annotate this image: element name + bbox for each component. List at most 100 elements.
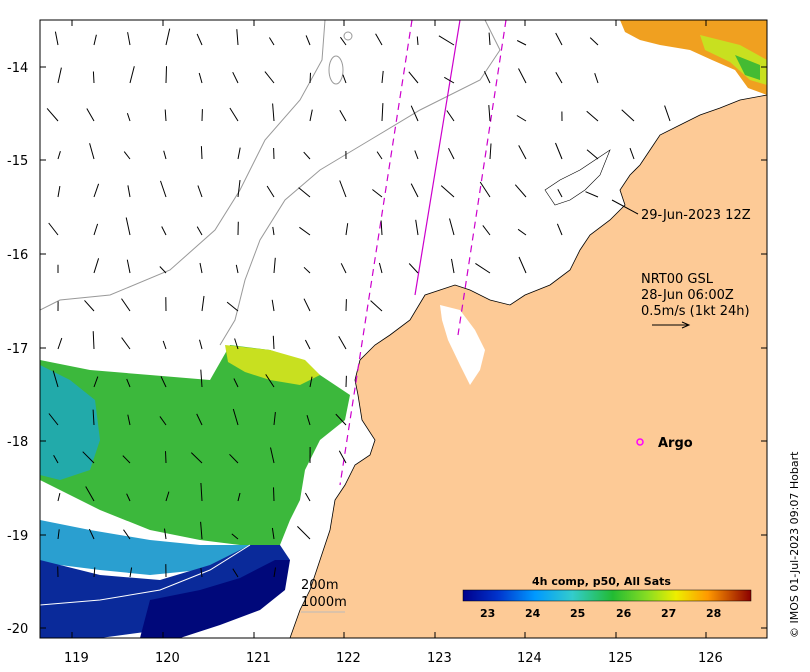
colorbar-tick: 28 <box>706 607 721 620</box>
current-vector <box>339 180 347 198</box>
current-vector <box>449 218 455 236</box>
current-vector <box>304 492 311 502</box>
lon-label: 122 <box>336 651 361 666</box>
current-vector <box>345 223 349 236</box>
current-vector <box>555 71 563 84</box>
current-vector <box>232 408 239 426</box>
current-vector <box>165 451 167 464</box>
current-vector <box>273 412 276 426</box>
current-vector <box>232 71 239 84</box>
current-vector <box>589 37 599 46</box>
current-vector <box>273 567 276 578</box>
current-vector <box>516 40 527 46</box>
colorbar-tick: 24 <box>525 607 541 620</box>
current-vector <box>235 264 239 274</box>
current-vector <box>198 72 203 84</box>
current-vector <box>488 32 491 46</box>
current-vector <box>303 298 311 312</box>
vector-source: NRT00 GSL <box>641 272 714 287</box>
current-vector <box>482 225 491 236</box>
current-vector <box>53 455 59 464</box>
current-vector <box>234 338 239 350</box>
current-vector <box>266 185 275 198</box>
current-vector <box>339 36 347 46</box>
current-vector <box>309 72 311 84</box>
scale-arrow <box>652 321 691 329</box>
current-vector <box>272 335 275 350</box>
current-vector <box>125 217 131 236</box>
colorbar-tick: 26 <box>616 607 632 620</box>
plot-frame <box>39 19 768 639</box>
current-vector <box>200 521 203 540</box>
current-vector <box>309 109 313 122</box>
current-vector <box>518 145 527 160</box>
current-vector <box>271 527 275 540</box>
current-vector <box>129 567 133 578</box>
lon-label: 121 <box>246 651 271 666</box>
current-vector <box>272 103 275 122</box>
current-vector <box>54 31 59 46</box>
colorbar-title: 4h comp, p50, All Sats <box>532 575 671 588</box>
current-vector <box>408 71 419 84</box>
colorbar-tick: 23 <box>480 607 495 620</box>
sst-patch-blue <box>40 545 290 638</box>
sst-patch-navy <box>140 560 290 638</box>
current-vector <box>159 416 167 426</box>
current-vector <box>516 115 527 122</box>
lon-label: 120 <box>155 651 180 666</box>
current-vector <box>479 181 491 198</box>
current-vector <box>270 447 275 464</box>
current-vector <box>272 226 275 236</box>
current-vector <box>196 226 203 236</box>
current-vector <box>93 258 100 274</box>
argo-marker <box>636 438 644 446</box>
current-vector <box>126 378 131 388</box>
current-vector <box>273 257 276 274</box>
current-vector <box>57 337 63 350</box>
current-vector <box>440 185 455 198</box>
argo-label: Argo <box>658 436 693 451</box>
sst-patch-northeast <box>620 20 767 95</box>
current-vector <box>237 180 241 198</box>
current-vector <box>57 529 60 540</box>
vector-scale: 0.5m/s (1kt 24h) <box>641 304 750 319</box>
current-vector <box>190 452 203 464</box>
current-vector <box>93 376 99 388</box>
current-vector <box>556 223 563 236</box>
current-vector <box>165 491 170 502</box>
current-vector <box>92 331 95 350</box>
lon-label: 124 <box>517 651 542 666</box>
current-vector <box>303 151 311 160</box>
lat-label: -16 <box>7 248 28 263</box>
current-vector <box>163 150 167 160</box>
lat-label: -18 <box>7 435 28 450</box>
current-vector <box>378 262 383 274</box>
current-vector <box>410 105 419 122</box>
current-vector <box>518 256 527 274</box>
current-vector <box>123 529 131 540</box>
current-vector <box>48 222 59 236</box>
current-vector <box>85 486 95 502</box>
current-vector <box>199 262 203 274</box>
sst-patch-lightblue <box>40 520 250 575</box>
current-vector <box>376 151 383 160</box>
current-vector <box>381 103 384 122</box>
current-vector <box>229 107 239 122</box>
lat-label: -15 <box>7 154 28 169</box>
contour-200m <box>40 20 326 311</box>
current-vector <box>483 71 491 84</box>
current-vector <box>121 298 131 312</box>
track-centre <box>414 20 461 296</box>
current-vector <box>199 339 203 350</box>
current-vector <box>57 67 62 84</box>
current-vector <box>123 151 131 160</box>
current-vector <box>338 450 347 464</box>
current-vector <box>305 35 311 46</box>
current-vector <box>264 71 275 84</box>
current-vector <box>621 109 635 122</box>
lon-label: 125 <box>608 651 633 666</box>
colorbar-tick: 25 <box>570 607 585 620</box>
current-vector <box>273 487 275 502</box>
current-vector <box>370 300 383 312</box>
current-vector <box>271 299 275 312</box>
